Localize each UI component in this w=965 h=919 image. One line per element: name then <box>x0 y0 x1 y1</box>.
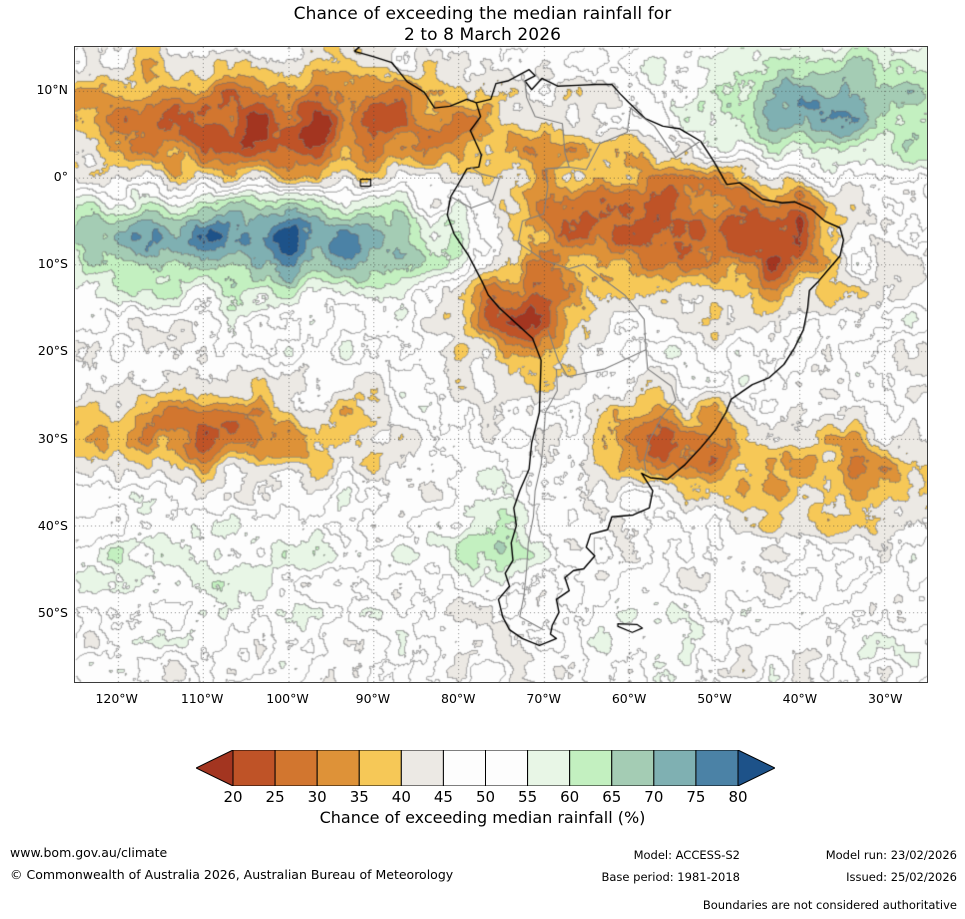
page-title: Chance of exceeding the median rainfall … <box>0 4 965 46</box>
footer-issued: Issued: 25/02/2026 <box>846 870 957 884</box>
lon-tick-50°W: 50°W <box>697 691 732 706</box>
footer-copyright: © Commonwealth of Australia 2026, Austra… <box>10 867 454 882</box>
lon-tick-120°W: 120°W <box>95 691 138 706</box>
lon-tick-60°W: 60°W <box>611 691 647 706</box>
colorbar-tick-80: 80 <box>728 788 748 806</box>
colorbar-tick-65: 65 <box>602 788 622 806</box>
lon-tick-100°W: 100°W <box>266 691 309 706</box>
lon-tick-80°W: 80°W <box>441 691 476 706</box>
lat-tick-10°N: 10°N <box>36 81 68 97</box>
colorbar-tick-30: 30 <box>307 788 327 806</box>
colorbar-tick-55: 55 <box>518 788 538 806</box>
colorbar-tick-70: 70 <box>644 788 664 806</box>
footer-model-run: Model run: 23/02/2026 <box>825 848 957 862</box>
colorbar-tick-25: 25 <box>265 788 285 806</box>
map-raster <box>75 47 927 682</box>
rainfall-probability-map[interactable] <box>74 46 928 683</box>
footer-boundaries-note: Boundaries are not considered authoritat… <box>702 898 957 912</box>
colorbar-tick-50: 50 <box>475 788 496 806</box>
lon-tick-40°W: 40°W <box>782 691 818 706</box>
colorbar-tick-60: 60 <box>560 788 580 806</box>
footer-base-period: Base period: 1981-2018 <box>601 870 740 884</box>
colorbar-title: Chance of exceeding median rainfall (%) <box>319 808 646 827</box>
title-line-2: 2 to 8 March 2026 <box>403 25 562 45</box>
lon-tick-110°W: 110°W <box>180 691 224 706</box>
lat-tick-40°S: 40°S <box>37 517 68 533</box>
lon-tick-30°W: 30°W <box>868 691 903 706</box>
lat-tick-50°S: 50°S <box>37 605 68 621</box>
colorbar-tick-40: 40 <box>391 788 411 806</box>
title-line-1: Chance of exceeding the median rainfall … <box>293 4 672 24</box>
colorbar[interactable] <box>196 750 775 786</box>
colorbar-tick-20: 20 <box>223 788 243 806</box>
colorbar-tick-45: 45 <box>433 788 453 806</box>
colorbar-ticks: 20 25 30 35 40 45 50 55 60 65 70 75 80 <box>0 788 965 808</box>
footer-website[interactable]: www.bom.gov.au/climate <box>10 845 168 860</box>
footer-model: Model: ACCESS-S2 <box>633 848 740 862</box>
lat-tick-0°: 0° <box>53 168 68 184</box>
colorbar-block: 20 25 30 35 40 45 50 55 60 65 70 75 80 Chance of exc… <box>0 748 965 838</box>
lat-tick-10°S: 10°S <box>37 256 68 272</box>
lat-tick-20°S: 20°S <box>37 343 68 359</box>
footer: www.bom.gov.au/climate © Commonwealth of… <box>0 845 965 919</box>
latitude-axis: 10°N 0° 10°S 20°S 30°S 40°S 50°S <box>0 0 68 919</box>
lat-tick-30°S: 30°S <box>37 430 68 446</box>
longitude-axis: 120°W 110°W 100°W 90°W 80°W 70°W 60°W 50°W 40°W 3… <box>0 692 965 712</box>
colorbar-tick-75: 75 <box>686 788 706 806</box>
colorbar-tick-35: 35 <box>349 788 369 806</box>
lon-tick-70°W: 70°W <box>526 691 561 706</box>
lon-tick-90°W: 90°W <box>355 691 391 706</box>
